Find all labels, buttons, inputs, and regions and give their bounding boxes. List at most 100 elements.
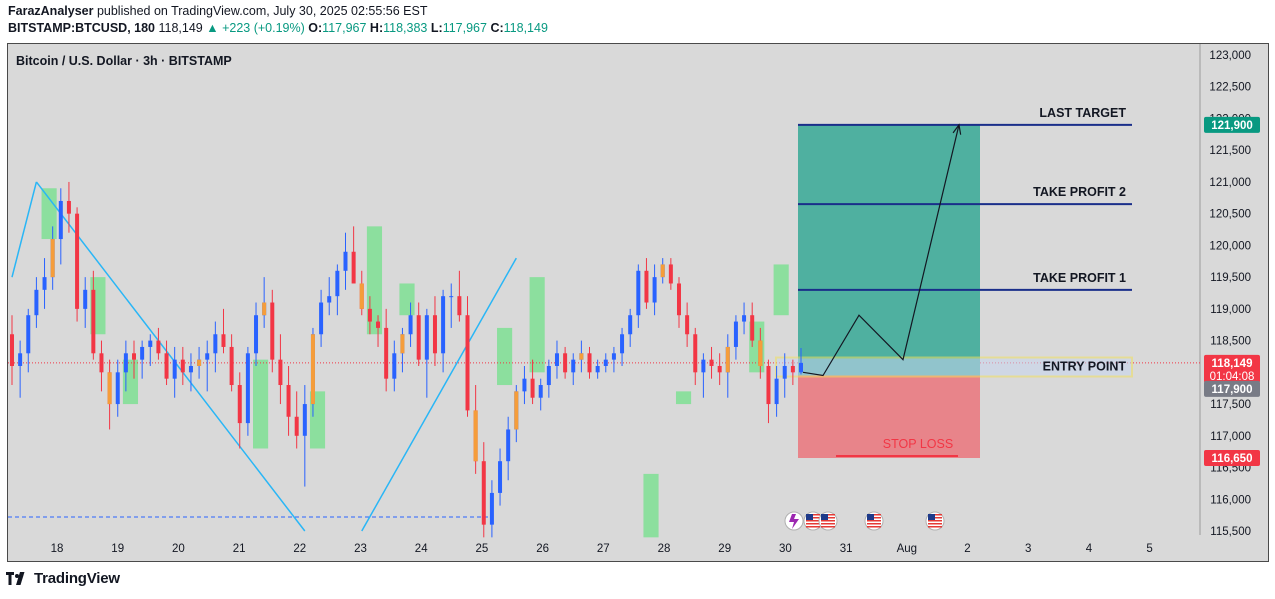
- candle-body: [644, 270, 649, 303]
- candle: [449, 283, 454, 328]
- candle: [229, 334, 234, 392]
- candle-body: [652, 277, 657, 303]
- y-tick-label: 116,000: [1210, 494, 1251, 506]
- candle: [693, 327, 698, 386]
- candle-body: [530, 378, 535, 398]
- candle-body: [245, 353, 250, 424]
- candle-body: [717, 365, 722, 373]
- candle: [99, 340, 104, 392]
- candle-body: [254, 315, 259, 354]
- candle-body: [351, 251, 356, 284]
- candle: [799, 348, 803, 375]
- x-tick-label: 4: [1086, 543, 1093, 555]
- highlight-zone: [497, 327, 513, 386]
- candle-body: [432, 315, 437, 354]
- candle-body: [188, 365, 193, 373]
- us-flag-event-icon[interactable]: [803, 511, 823, 531]
- price-tag-bg: [1204, 354, 1260, 383]
- candle-body: [327, 296, 332, 303]
- candle: [10, 315, 14, 386]
- x-tick-label: 23: [354, 543, 367, 555]
- candle: [237, 372, 242, 449]
- candle-body: [156, 340, 161, 354]
- candle-body: [595, 365, 600, 373]
- candle-body: [546, 365, 551, 386]
- x-tick-label: 27: [597, 543, 610, 555]
- candle: [522, 365, 527, 405]
- candle-body: [213, 334, 218, 354]
- candle-body: [335, 270, 340, 297]
- y-tick-label: 115,500: [1210, 526, 1251, 538]
- ohlc-line: BITSTAMP:BTCUSD, 180 118,149 ▲ +223 (+0.…: [8, 21, 548, 35]
- us-flag-event-icon[interactable]: [818, 511, 838, 531]
- candle-body: [636, 270, 641, 316]
- candle: [782, 353, 787, 398]
- symbol-label: BITSTAMP:BTCUSD, 180: [8, 21, 156, 35]
- candle-body: [91, 289, 96, 354]
- marked-candle-body: [359, 283, 364, 309]
- candle: [58, 188, 63, 265]
- candle: [595, 359, 600, 379]
- entry-box: [775, 356, 1133, 378]
- x-tick-label: 24: [415, 543, 428, 555]
- price-chart[interactable]: 115,500116,000116,500117,000117,500118,0…: [8, 44, 1268, 561]
- x-tick-label: 5: [1146, 543, 1152, 555]
- candle: [668, 258, 673, 290]
- candle-body: [774, 378, 779, 405]
- marked-candle-body: [310, 334, 315, 405]
- price-tag-bg: [1204, 380, 1260, 397]
- candle: [563, 346, 568, 379]
- chart-panel[interactable]: 115,500116,000116,500117,000117,500118,0…: [7, 43, 1269, 562]
- trend-line: [361, 257, 517, 532]
- projection-path: [802, 124, 960, 377]
- candle: [221, 308, 226, 354]
- candle: [343, 232, 348, 290]
- candle-body: [205, 353, 210, 360]
- us-flag-event-icon[interactable]: [925, 511, 945, 531]
- y-tick-label: 117,000: [1210, 431, 1251, 443]
- candle: [132, 340, 137, 379]
- candle-body: [294, 416, 299, 436]
- candle-body: [538, 385, 543, 398]
- candle-body: [164, 353, 169, 379]
- candle: [685, 302, 690, 347]
- tradingview-brand[interactable]: TradingView: [34, 570, 120, 587]
- candle-body: [498, 461, 503, 493]
- candle: [205, 340, 210, 392]
- candle-body: [465, 315, 470, 411]
- candle: [319, 289, 324, 347]
- candle: [327, 277, 332, 316]
- candle: [83, 277, 88, 328]
- candle: [628, 308, 633, 347]
- candle-body: [571, 359, 576, 373]
- candle: [91, 270, 96, 360]
- author-name[interactable]: FarazAnalyser: [8, 4, 94, 18]
- candle: [554, 340, 559, 379]
- us-flag-event-icon[interactable]: [864, 511, 884, 531]
- candle: [302, 385, 307, 487]
- event-lightning-icon[interactable]: [784, 511, 804, 531]
- price-tag: 117,900: [1204, 380, 1260, 397]
- candle: [148, 334, 153, 366]
- level-label-stop-loss: STOP LOSS: [883, 437, 953, 451]
- marked-candle-body: [473, 410, 478, 462]
- candle-body: [367, 308, 372, 322]
- level-label: TAKE PROFIT 2: [1033, 185, 1126, 199]
- highlight-zone: [366, 226, 383, 335]
- trend-line: [11, 181, 38, 278]
- candle-body: [587, 353, 592, 373]
- candle-body: [506, 429, 511, 462]
- chart-title: Bitcoin / U.S. Dollar · 3h · BITSTAMP: [16, 54, 232, 68]
- x-tick-label: 22: [293, 543, 306, 555]
- candle-body: [408, 315, 413, 335]
- y-tick-label: 120,000: [1209, 240, 1251, 252]
- candle-body: [384, 327, 389, 379]
- y-tick-label: 119,000: [1210, 304, 1251, 316]
- candle: [66, 181, 71, 233]
- candle-body: [42, 277, 47, 290]
- stop-zone: [798, 375, 980, 459]
- candle: [790, 359, 795, 386]
- open-label: O:: [308, 21, 323, 35]
- candle: [278, 334, 283, 405]
- candle: [351, 226, 356, 284]
